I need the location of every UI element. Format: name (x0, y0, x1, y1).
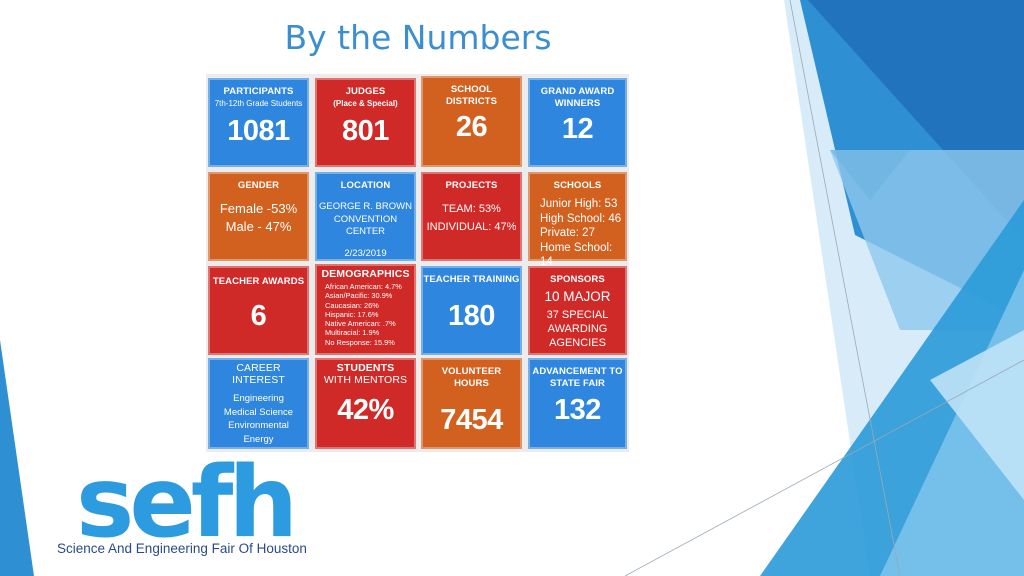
tile-heading: TEACHER TRAINING (423, 274, 520, 285)
tile-school-districts: SCHOOL DISTRICTS 26 (421, 76, 522, 167)
tile-heading: LOCATION (340, 180, 391, 191)
tile-grand-award-winners: GRAND AWARD WINNERS 12 (528, 78, 627, 167)
tile-volunteer-hours: VOLUNTEER HOURS 7454 (421, 358, 522, 449)
demographics-list: African American: 4.7% Asian/Pacific: 30… (317, 282, 414, 347)
tile-heading: GRAND AWARD (540, 86, 615, 97)
tile-heading: STUDENTS (336, 362, 395, 374)
schools-item: Private: 27 (540, 227, 595, 239)
schools-item: Home School: 14 (540, 241, 613, 269)
tile-subheading: 7th-12th Grade Students (214, 99, 303, 108)
projects-individual: INDIVIDUAL: 47% (426, 221, 517, 233)
tile-heading: DEMOGRAPHICS (321, 268, 410, 280)
demographics-item: Caucasian: 26% (325, 300, 379, 310)
tile-heading: JUDGES (345, 86, 386, 97)
tile-teacher-awards: TEACHER AWARDS 6 (208, 266, 309, 355)
location-line-1: GEORGE R. BROWN (319, 201, 412, 212)
tile-heading: CAREER INTEREST (232, 362, 285, 386)
tile-heading-2: DISTRICTS (445, 96, 498, 107)
career-item: Medical Science (223, 406, 294, 418)
career-list: Engineering Medical Science Environmenta… (210, 392, 307, 446)
sefh-logo: sefh (76, 446, 298, 560)
teacher-awards-value: 6 (250, 300, 267, 332)
projects-team: TEAM: 53% (442, 203, 501, 215)
gender-male: Male - 47% (225, 219, 292, 234)
demographics-item: Multiracial: 1.9% (325, 328, 380, 338)
tile-projects: PROJECTS TEAM: 53% INDIVIDUAL: 47% (421, 172, 522, 261)
districts-value: 26 (455, 111, 488, 143)
schools-item: High School: 46 (540, 212, 622, 225)
career-item: Energy (243, 433, 274, 445)
schools-item: Junior High: 53 (540, 198, 618, 210)
tile-gender: GENDER Female -53% Male - 47% (208, 172, 309, 261)
tile-heading: VOLUNTEER HOURS (441, 366, 502, 389)
tile-teacher-training: TEACHER TRAINING 180 (421, 266, 522, 355)
tile-heading: SPONSORS (550, 274, 605, 285)
tile-heading: TEACHER AWARDS (212, 276, 305, 287)
tile-heading: SCHOOL (450, 84, 493, 95)
career-item: Environmental (228, 420, 289, 431)
demographics-item: Native American: .7% (325, 319, 396, 329)
tile-sponsors: SPONSORS 10 MAJOR 37 SPECIAL AWARDING AG… (528, 266, 627, 355)
location-date: 2/23/2019 (344, 247, 387, 259)
tile-judges: JUDGES (Place & Special) 801 (315, 78, 416, 167)
gender-female: Female -53% (219, 201, 298, 216)
volunteer-value: 7454 (440, 404, 503, 436)
sponsors-agencies: AGENCIES (549, 337, 606, 349)
tile-heading: SCHOOLS (553, 180, 602, 191)
grand-award-value: 12 (561, 113, 594, 145)
mentors-value: 42% (337, 394, 394, 426)
tile-participants: PARTICIPANTS 7th-12th Grade Students 108… (208, 78, 309, 167)
participants-value: 1081 (227, 115, 290, 147)
schools-list: Junior High: 53 High School: 46 Private:… (530, 197, 625, 270)
tile-location: LOCATION GEORGE R. BROWN CONVENTION CENT… (315, 172, 416, 261)
tile-demographics: DEMOGRAPHICS African American: 4.7% Asia… (315, 264, 416, 355)
demographics-item: No Response: 15.9% (325, 337, 395, 347)
advancement-value: 132 (554, 394, 601, 426)
demographics-item: Asian/Pacific: 30.9% (325, 291, 393, 301)
tile-students-with-mentors: STUDENTS WITH MENTORS 42% (315, 358, 416, 449)
page-title: By the Numbers (284, 18, 552, 57)
tile-advancement: ADVANCEMENT TO STATE FAIR 132 (528, 358, 627, 449)
tile-heading: ADVANCEMENT TO (532, 366, 623, 377)
judges-value: 801 (342, 115, 389, 147)
demographics-item: African American: 4.7% (325, 282, 402, 291)
tile-career-interest: CAREER INTEREST Engineering Medical Scie… (208, 358, 309, 449)
logo-tagline: Science And Engineering Fair Of Houston (57, 541, 307, 556)
career-item: Engineering (233, 393, 284, 404)
tile-heading-2: STATE FAIR (549, 378, 605, 389)
sponsors-special: 37 SPECIAL (546, 309, 609, 321)
tile-heading-2: WINNERS (554, 98, 601, 109)
demographics-item: Hispanic: 17.6% (325, 309, 379, 319)
tile-heading-2: WITH MENTORS (323, 374, 408, 386)
stats-grid: PARTICIPANTS 7th-12th Grade Students 108… (206, 74, 629, 452)
tile-heading: PARTICIPANTS (223, 86, 294, 97)
tile-schools: SCHOOLS Junior High: 53 High School: 46 … (528, 172, 627, 268)
location-line-2: CONVENTION CENTER (333, 213, 398, 238)
sponsors-major: 10 MAJOR (544, 289, 611, 304)
tile-heading: PROJECTS (445, 180, 498, 191)
sponsors-awarding: AWARDING (547, 323, 608, 335)
tile-heading: GENDER (237, 180, 280, 191)
tile-subheading: (Place & Special) (333, 99, 398, 108)
teacher-training-value: 180 (448, 300, 495, 332)
